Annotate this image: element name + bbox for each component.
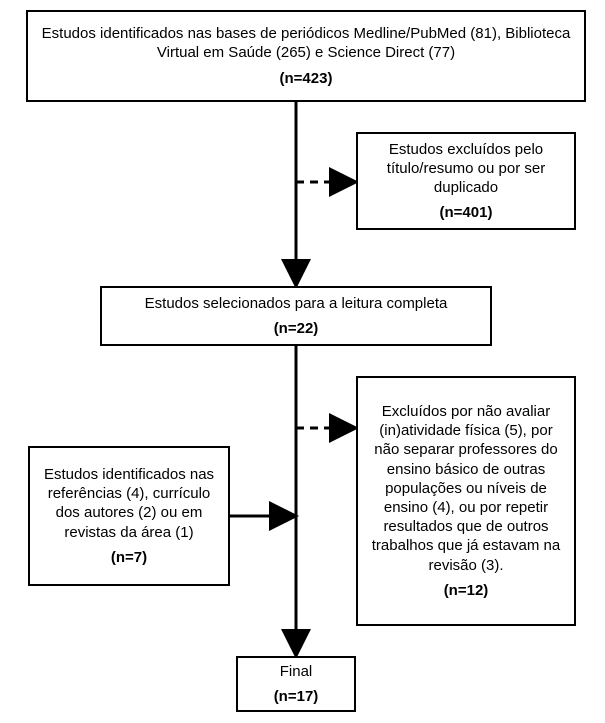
- box-text: Excluídos por não avaliar (in)atividade …: [368, 402, 564, 575]
- box-text: Estudos excluídos pelo título/resumo ou …: [368, 140, 564, 198]
- box-text: Estudos identificados nas referências (4…: [40, 465, 218, 542]
- box-identified-references: Estudos identificados nas referências (4…: [28, 446, 230, 586]
- box-count: (n=22): [274, 319, 319, 338]
- box-excluded-title-abstract: Estudos excluídos pelo título/resumo ou …: [356, 132, 576, 230]
- box-count: (n=7): [111, 548, 147, 567]
- box-text: Final: [280, 662, 313, 681]
- box-excluded-criteria: Excluídos por não avaliar (in)atividade …: [356, 376, 576, 626]
- box-selected-fulltext: Estudos selecionados para a leitura comp…: [100, 286, 492, 346]
- box-count: (n=423): [280, 69, 333, 88]
- box-final: Final (n=17): [236, 656, 356, 712]
- box-identified-studies: Estudos identificados nas bases de perió…: [26, 10, 586, 102]
- box-text: Estudos selecionados para a leitura comp…: [145, 294, 448, 313]
- box-count: (n=401): [440, 203, 493, 222]
- box-count: (n=17): [274, 687, 319, 706]
- box-text: Estudos identificados nas bases de perió…: [38, 24, 574, 62]
- box-count: (n=12): [444, 581, 489, 600]
